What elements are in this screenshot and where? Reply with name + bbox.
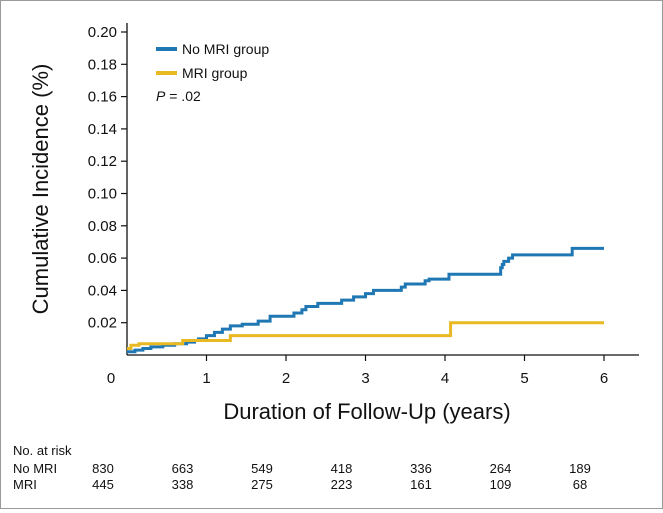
y-tick-label: 0.14: [88, 121, 117, 138]
y-tick-label: 0.18: [88, 56, 117, 73]
legend: No MRI group MRI group P = .02: [156, 41, 269, 104]
risk-cell: 549: [251, 461, 273, 476]
y-tick-label: 0.06: [88, 250, 117, 267]
risk-row-label: MRI: [13, 477, 37, 492]
legend-label-no-mri: No MRI group: [182, 41, 269, 57]
risk-cell: 663: [172, 461, 194, 476]
y-ticks: 0.02 0.04 0.06 0.08 0.10 0.12 0.14 0.16 0.18 0.20: [88, 24, 127, 332]
risk-cell: 338: [172, 477, 194, 492]
risk-cell: 445: [92, 477, 114, 492]
legend-label-mri: MRI group: [182, 65, 248, 81]
axes: [126, 23, 639, 356]
y-tick-label: 0.02: [88, 315, 117, 332]
risk-cell: 189: [569, 461, 591, 476]
y-tick-label: 0.08: [88, 218, 117, 235]
y-tick-label: 0.16: [88, 89, 117, 106]
x-tick-label: 0: [107, 370, 115, 387]
y-axis-label: Cumulative Incidence (%): [28, 64, 53, 315]
risk-cell: 830: [92, 461, 114, 476]
risk-cell: 264: [490, 461, 512, 476]
x-tick-label: 1: [202, 370, 210, 387]
y-tick-label: 0.10: [88, 186, 117, 203]
risk-table-title: No. at risk: [13, 443, 72, 458]
risk-cell: 336: [410, 461, 432, 476]
p-value-annotation: P = .02: [156, 88, 201, 104]
risk-cell: 275: [251, 477, 273, 492]
series-line-mri: [127, 321, 604, 351]
risk-cell: 109: [490, 477, 512, 492]
x-axis-label: Duration of Follow-Up (years): [223, 399, 510, 424]
risk-table: No. at risk No MRI 830 663 549 418 336 264 189 M…: [13, 443, 591, 492]
risk-cell: 418: [331, 461, 353, 476]
y-tick-label: 0.04: [88, 282, 117, 299]
x-tick-label: 6: [600, 370, 608, 387]
risk-cell: 161: [410, 477, 432, 492]
series-line-no-mri: [127, 246, 604, 354]
risk-row-label: No MRI: [13, 461, 57, 476]
risk-cell: 68: [573, 477, 587, 492]
y-tick-label: 0.20: [88, 24, 117, 41]
risk-cell: 223: [331, 477, 353, 492]
y-tick-label: 0.12: [88, 153, 117, 170]
x-tick-label: 4: [441, 370, 449, 387]
x-ticks: 0 1 2 3 4 5 6: [107, 355, 608, 387]
x-tick-label: 5: [520, 370, 528, 387]
x-tick-label: 2: [282, 370, 290, 387]
series-lines: [127, 246, 604, 354]
x-tick-label: 3: [361, 370, 369, 387]
